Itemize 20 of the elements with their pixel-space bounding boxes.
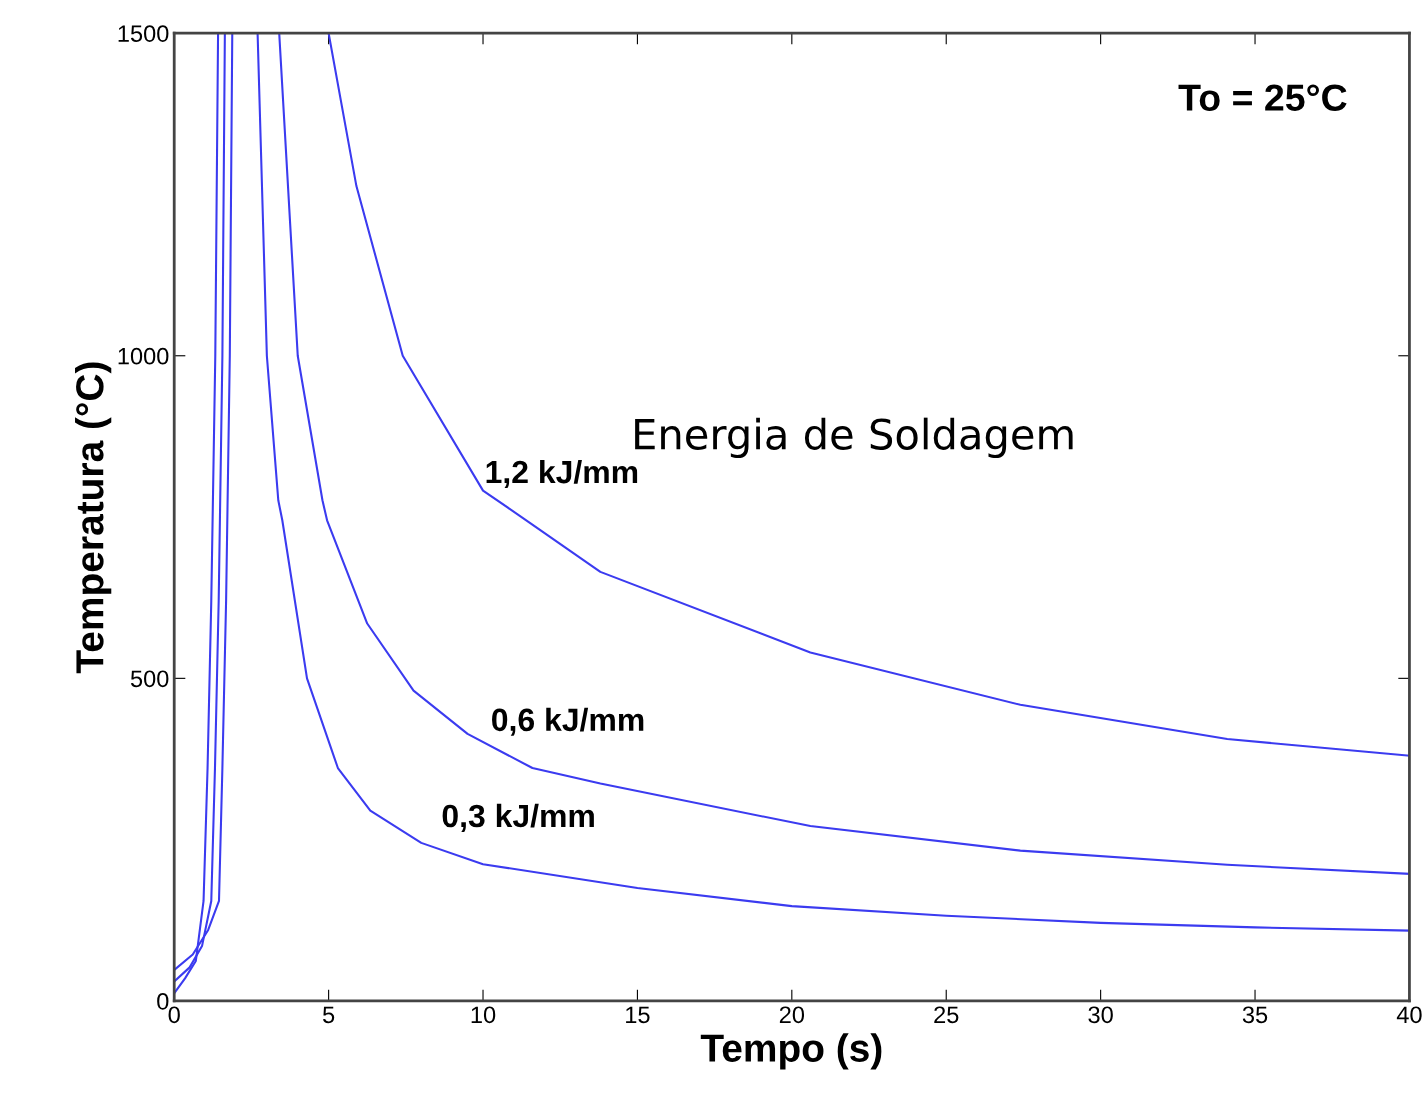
series-label: 0,3 kJ/mm <box>442 803 594 832</box>
x-tick-label: 40 <box>1396 1006 1422 1024</box>
x-tick-label: 0 <box>168 1006 180 1024</box>
x-tick-label: 15 <box>626 1006 650 1024</box>
x-tick-label: 5 <box>323 1006 335 1024</box>
y-tick-label: 1000 <box>118 347 169 365</box>
x-tick-label: 30 <box>1088 1006 1113 1024</box>
x-tick-label: 20 <box>779 1006 805 1024</box>
y-tick-label: 0 <box>157 993 169 1010</box>
x-axis-title: Tempo (s) <box>700 1033 882 1070</box>
y-tick-label: 500 <box>130 670 169 688</box>
y-tick-label: 1500 <box>118 25 169 42</box>
series-label: 0,6 kJ/mm <box>492 707 644 736</box>
y-axis-title: Temperatura (°C) <box>75 362 112 674</box>
x-tick-label: 10 <box>471 1006 496 1024</box>
x-tick-label: 35 <box>1242 1006 1268 1024</box>
annotation: Energia de Soldagem <box>635 417 1073 458</box>
series-label: 1,2 kJ/mm <box>486 459 638 489</box>
x-tick-label: 25 <box>934 1006 959 1024</box>
annotation: To = 25°C <box>1178 84 1347 111</box>
